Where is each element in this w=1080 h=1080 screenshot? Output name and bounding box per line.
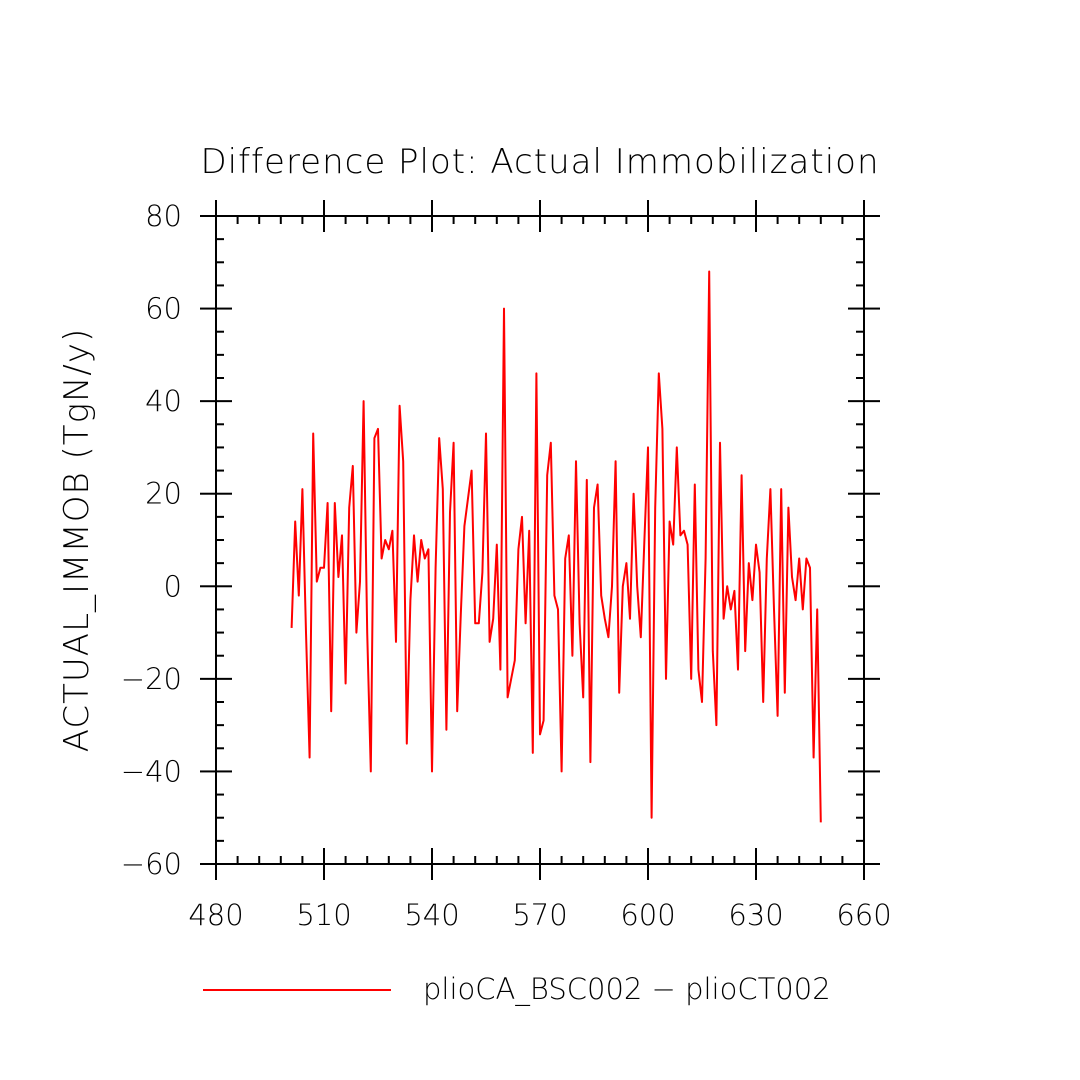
series-group <box>290 270 822 823</box>
x-axis: 480 510 540 570 600 630 660 <box>188 200 892 932</box>
x-tick-label: 660 <box>836 898 891 932</box>
y-tick-label: −40 <box>121 754 182 788</box>
legend: plioCA_BSC002 − plioCT002 <box>203 972 831 1007</box>
x-tick-label: 480 <box>188 898 243 932</box>
y-tick-label: −20 <box>121 662 182 696</box>
series-line <box>290 270 822 823</box>
y-tick-label: 40 <box>145 384 182 418</box>
y-tick-label: −60 <box>121 847 182 881</box>
x-tick-label: 540 <box>404 898 459 932</box>
x-tick-label: 510 <box>296 898 351 932</box>
plot-area <box>290 270 822 823</box>
y-tick-label: 0 <box>164 569 182 603</box>
x-tick-label: 630 <box>728 898 783 932</box>
y-axis-label: ACTUAL_IMMOB (TgN/y) <box>57 328 97 753</box>
chart-title: Difference Plot: Actual Immobilization <box>200 142 879 182</box>
y-tick-label: 20 <box>145 477 182 511</box>
y-tick-label: 80 <box>145 199 182 233</box>
y-axis: −60 −40 −20 0 20 40 60 80 <box>121 199 880 881</box>
y-tick-label: 60 <box>145 292 182 326</box>
x-tick-label: 600 <box>620 898 675 932</box>
x-tick-label: 570 <box>512 898 567 932</box>
legend-label: plioCA_BSC002 − plioCT002 <box>423 972 831 1007</box>
